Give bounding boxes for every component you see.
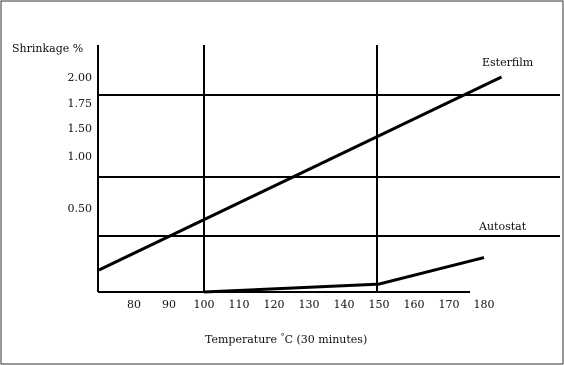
x-tick-label: 120 [264, 298, 285, 311]
y-tick-label: 1.50 [68, 122, 93, 135]
x-axis-title: Temperature °C (30 minutes) [205, 332, 367, 346]
x-tick-label: 170 [439, 298, 460, 311]
x-tick-label: 140 [334, 298, 355, 311]
y-axis-title: Shrinkage % [12, 42, 83, 55]
x-tick-label: 110 [229, 298, 250, 311]
y-tick-label: 1.00 [68, 150, 93, 163]
x-tick-label: 100 [194, 298, 215, 311]
series-line-autostat [203, 256, 485, 294]
series-layer [98, 75, 503, 294]
y-tick-label: 2.00 [68, 71, 93, 84]
y-tick-label: 0.50 [68, 202, 93, 215]
x-axis-title-degree: ° [281, 332, 285, 341]
x-tick-label: 80 [127, 298, 141, 311]
x-axis-title-prefix: Temperature [205, 333, 281, 346]
x-axis-title-suffix: C (30 minutes) [285, 333, 368, 346]
x-tick-label: 90 [162, 298, 176, 311]
x-tick-label: 180 [474, 298, 495, 311]
x-tick-labels: 80 90 100 110 120 130 140 150 160 170 180 [127, 298, 495, 311]
x-tick-label: 160 [404, 298, 425, 311]
x-tick-label: 130 [299, 298, 320, 311]
series-label-esterfilm: Esterfilm [482, 56, 534, 69]
x-tick-label: 150 [369, 298, 390, 311]
y-tick-label: 1.75 [68, 97, 93, 110]
y-tick-labels: 0.50 1.00 1.50 1.75 2.00 [68, 71, 93, 215]
series-line-esterfilm [98, 75, 503, 272]
gridlines [98, 45, 560, 292]
axes [97, 45, 470, 293]
series-label-autostat: Autostat [478, 220, 527, 233]
